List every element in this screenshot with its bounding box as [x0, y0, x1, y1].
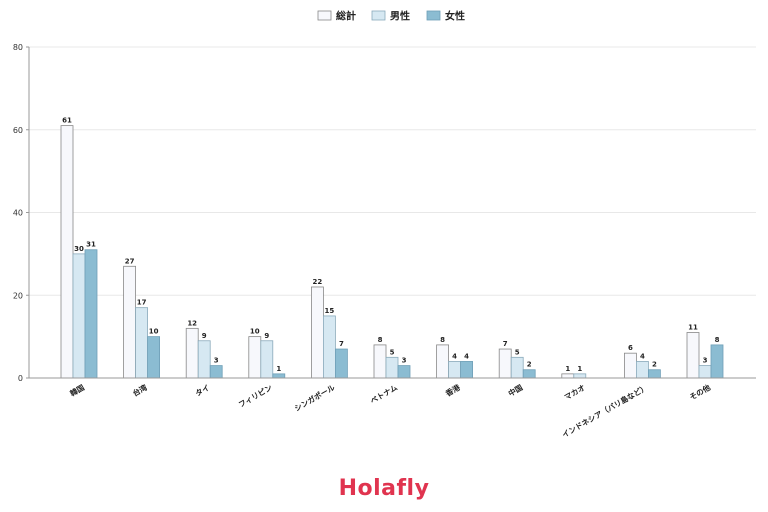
data-label: 3: [703, 357, 708, 365]
x-category-label: 韓国: [68, 382, 86, 398]
data-label: 8: [378, 336, 383, 344]
data-label: 30: [74, 245, 84, 253]
data-label: 11: [688, 323, 698, 331]
data-label: 4: [452, 352, 457, 360]
legend-swatch: [317, 10, 332, 21]
bar-male: [573, 373, 587, 379]
y-tick-label: 20: [13, 291, 23, 300]
data-label: 1: [276, 365, 281, 373]
x-category-label: 台湾: [131, 382, 149, 398]
bar-total: [561, 373, 575, 379]
bar-female: [397, 365, 411, 379]
data-label: 2: [527, 361, 532, 369]
bar-male: [72, 253, 86, 379]
bar-male: [448, 361, 462, 379]
x-axis-categories: 韓国 台湾 タイ フィリピン シンガポール ベトナム 香港 中国 マカオインドネシア（バリ島など…: [68, 382, 712, 440]
bar-female: [522, 369, 536, 379]
y-tick-label: 80: [13, 43, 23, 52]
bar-male: [698, 365, 712, 379]
bar-female: [209, 365, 223, 379]
data-label: 7: [503, 340, 508, 348]
data-label: 8: [440, 336, 445, 344]
bar-total: [123, 265, 136, 379]
data-label: 8: [715, 336, 720, 344]
data-label: 9: [202, 332, 207, 340]
grid-lines: [29, 46, 756, 296]
bar-female: [84, 249, 98, 379]
bar-male: [510, 356, 524, 379]
data-label: 17: [137, 299, 147, 307]
bar-female: [334, 348, 348, 379]
y-tick-label: 0: [18, 374, 23, 383]
y-tick-label: 60: [13, 126, 23, 135]
bar-total: [310, 286, 324, 379]
data-label: 5: [515, 348, 520, 356]
bar-male: [260, 340, 274, 379]
bars: [60, 125, 724, 379]
holafly-logo: Holafly: [338, 476, 430, 501]
bar-male: [135, 307, 149, 379]
bar-female: [460, 361, 474, 379]
bar-male: [322, 315, 336, 379]
data-label: 6: [628, 344, 633, 352]
data-label: 22: [313, 278, 323, 286]
data-label: 1: [577, 365, 582, 373]
x-category-label: 香港: [443, 382, 462, 399]
bar-male: [197, 340, 211, 379]
x-category-label: タイ: [193, 382, 211, 398]
data-label: 7: [339, 340, 344, 348]
data-label: 2: [652, 361, 657, 369]
data-label: 27: [125, 257, 135, 265]
bar-male: [636, 361, 649, 379]
x-category-label: マカオ: [563, 383, 587, 402]
y-tick-label: 40: [13, 209, 23, 218]
x-category-label: 中国: [506, 382, 524, 398]
data-label: 5: [390, 348, 395, 356]
legend-label: 女性: [445, 10, 465, 23]
data-label: 12: [187, 319, 197, 327]
bar-female: [648, 369, 661, 379]
x-category-label: シンガポール: [292, 382, 336, 413]
data-label: 15: [325, 307, 335, 315]
data-label: 9: [264, 332, 269, 340]
bar-female: [710, 344, 724, 379]
bar-total: [373, 344, 387, 379]
x-category-label: その他: [688, 382, 713, 402]
bar-total: [436, 344, 450, 379]
data-label: 10: [149, 328, 159, 336]
data-label: 1: [565, 365, 570, 373]
bar-total: [248, 336, 262, 379]
bar-female: [147, 336, 161, 379]
legend: 総計 男性 女性: [317, 10, 465, 23]
data-label: 61: [62, 117, 72, 125]
x-category-label: フィリピン: [236, 382, 274, 410]
legend-label: 男性: [390, 10, 410, 23]
bar-total: [60, 125, 74, 379]
y-axis-ticks: 0 20 40 60 80: [13, 43, 29, 383]
data-label: 10: [250, 328, 260, 336]
legend-label: 総計: [336, 10, 356, 23]
legend-swatch: [426, 10, 441, 21]
data-label: 3: [402, 357, 407, 365]
bar-total: [498, 348, 512, 379]
bar-male: [385, 356, 399, 379]
data-label: 4: [640, 352, 645, 360]
data-label: 4: [464, 352, 469, 360]
data-label: 31: [86, 241, 96, 249]
bar-total: [185, 327, 199, 379]
bar-female: [272, 373, 286, 379]
bar-total: [624, 352, 637, 379]
legend-swatch: [371, 10, 386, 21]
x-category-label: ベトナム: [369, 383, 400, 406]
data-label: 3: [214, 357, 219, 365]
bar-total: [686, 332, 700, 379]
